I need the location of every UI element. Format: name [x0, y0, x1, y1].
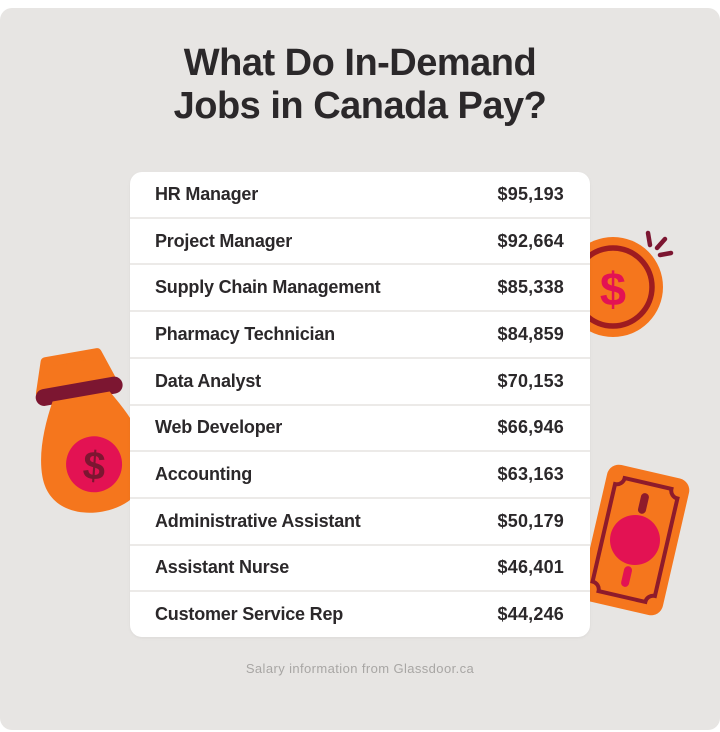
table-row: Assistant Nurse $46,401 [130, 543, 590, 591]
salary-value: $85,338 [497, 277, 564, 298]
bag-tie [35, 376, 123, 406]
salary-value: $46,401 [497, 557, 564, 578]
coin-dollar-sign: $ [600, 263, 626, 316]
bag-dollar-sign: $ [82, 444, 107, 489]
page-title-line1: What Do In-Demand [183, 42, 537, 84]
salary-value: $66,946 [497, 417, 564, 438]
salary-value: $63,163 [497, 464, 564, 485]
salary-value: $70,153 [497, 370, 564, 391]
job-label: Administrative Assistant [155, 510, 361, 531]
salary-table: HR Manager $95,193 Project Manager $92,6… [130, 172, 590, 637]
sparkle-burst-icon [645, 230, 674, 258]
source-note: Salary information from Glassdoor.ca [245, 661, 475, 676]
job-label: Supply Chain Management [155, 277, 381, 298]
table-row: Pharmacy Technician $84,859 [130, 310, 590, 357]
job-label: Pharmacy Technician [155, 323, 335, 344]
money-bag-icon: $ [35, 348, 148, 513]
table-row: Administrative Assistant $50,179 [130, 496, 590, 544]
job-label: Assistant Nurse [155, 557, 290, 578]
salary-value: $92,664 [497, 230, 564, 251]
banknote-icon [583, 464, 690, 616]
table-row: Supply Chain Management $85,338 [130, 263, 590, 310]
salary-value: $95,193 [497, 183, 564, 204]
table-row: Accounting $63,163 [130, 450, 590, 497]
page-title-line2: Jobs in Canada Pay? [173, 85, 547, 127]
job-label: HR Manager [155, 183, 259, 204]
page-title: What Do In-Demand Jobs in Canada Pay? [0, 42, 720, 128]
salary-value: $84,859 [497, 323, 564, 344]
salary-value: $44,246 [497, 604, 564, 625]
table-row: Customer Service Rep $44,246 [130, 590, 590, 637]
job-label: Project Manager [155, 230, 293, 251]
job-label: Accounting [155, 464, 252, 485]
table-row: Web Developer $66,946 [130, 403, 590, 451]
job-label: Data Analyst [155, 370, 261, 391]
job-label: Customer Service Rep [155, 604, 344, 625]
salary-value: $50,179 [497, 510, 564, 531]
table-row: Data Analyst $70,153 [130, 356, 590, 404]
job-label: Web Developer [155, 417, 283, 438]
table-row: HR Manager $95,193 [130, 172, 590, 217]
table-row: Project Manager $92,664 [130, 216, 590, 264]
